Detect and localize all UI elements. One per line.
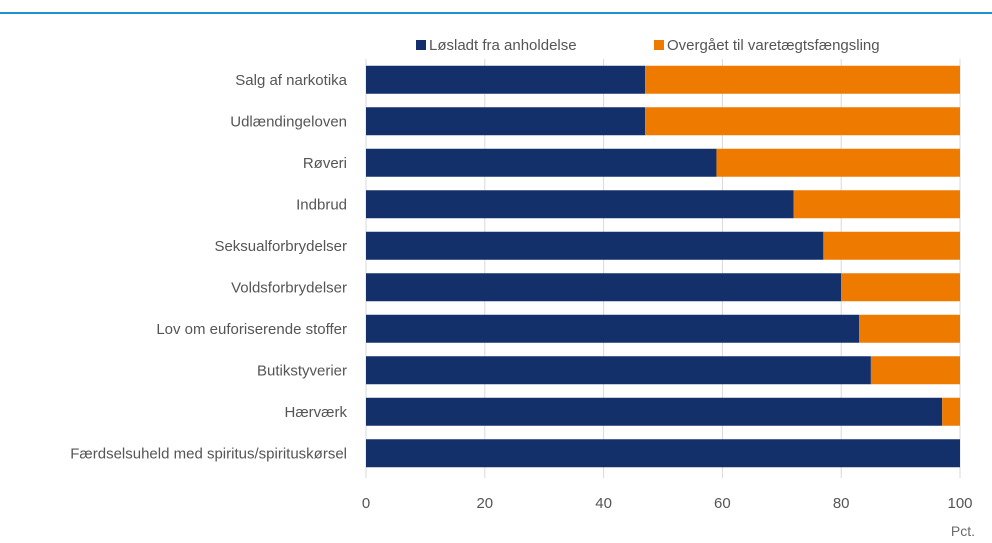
bar-released-5 [366, 273, 842, 302]
unit-label: Pct. [951, 523, 975, 539]
bar-released-2 [366, 148, 717, 177]
category-label: Indbrud [296, 196, 347, 213]
category-label: Røveri [303, 155, 347, 172]
bar-released-1 [366, 107, 646, 136]
x-tick-label: 0 [362, 495, 370, 512]
legend-swatch-1 [654, 40, 664, 50]
legend-label-1: Overgået til varetægtsfængsling [667, 37, 880, 54]
category-label: Udlændingeloven [230, 113, 347, 130]
category-label: Seksualforbrydelser [214, 238, 347, 255]
x-tick-label: 100 [947, 495, 972, 512]
bar-custody-4 [823, 231, 960, 260]
bar-custody-3 [793, 190, 960, 219]
category-label: Lov om euforiserende stoffer [156, 321, 347, 338]
bar-custody-5 [841, 273, 960, 302]
x-tick-labels: 0 20 40 60 80 100 [362, 495, 973, 512]
category-label: Hærværk [285, 404, 348, 421]
category-label: Færdselsuheld med spiritus/spirituskørse… [70, 445, 347, 462]
category-label: Butikstyverier [257, 362, 347, 379]
x-tick-label: 20 [476, 495, 493, 512]
bar-custody-6 [859, 314, 960, 343]
bar-released-4 [366, 231, 824, 260]
bar-released-7 [366, 356, 871, 385]
bar-custody-7 [870, 356, 960, 385]
bar-released-9 [366, 439, 960, 468]
bar-custody-8 [942, 397, 960, 426]
category-label: Voldsforbrydelser [231, 279, 347, 296]
bar-custody-2 [716, 148, 960, 177]
legend-swatch-0 [416, 40, 426, 50]
x-tick-label: 40 [595, 495, 612, 512]
bar-released-3 [366, 190, 794, 219]
bar-custody-0 [645, 65, 960, 94]
category-label: Salg af narkotika [235, 72, 347, 89]
x-tick-label: 60 [714, 495, 731, 512]
bar-custody-1 [645, 107, 960, 136]
category-labels: Salg af narkotika Udlændingeloven Røveri In… [70, 72, 347, 463]
top-rule [0, 12, 992, 14]
bars [366, 65, 960, 468]
bar-released-6 [366, 314, 860, 343]
legend: Løsladt fra anholdelse Overgået til varet… [416, 37, 880, 54]
bar-released-0 [366, 65, 646, 94]
legend-label-0: Løsladt fra anholdelse [429, 37, 577, 54]
bar-released-8 [366, 397, 943, 426]
x-tick-label: 80 [833, 495, 850, 512]
